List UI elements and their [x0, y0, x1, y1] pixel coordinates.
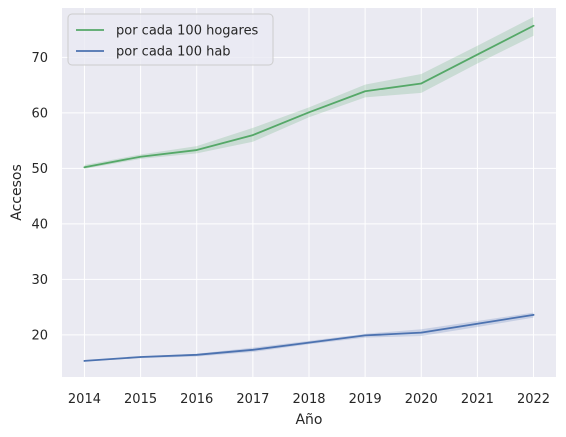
series-2-point [195, 354, 198, 356]
series-1-point [252, 134, 254, 136]
x-tick-label: 2018 [292, 392, 325, 407]
series-1-point [364, 90, 366, 93]
x-tick-label: 2019 [349, 392, 382, 407]
legend-label-2: por cada 100 hab [116, 45, 231, 60]
x-tick-label: 2015 [124, 392, 157, 407]
y-tick-label: 50 [31, 162, 48, 177]
y-tick-label: 30 [31, 273, 48, 288]
series-1-point [195, 149, 198, 151]
y-axis-title: Accesos [9, 164, 25, 221]
series-lines [83, 24, 535, 362]
x-tick-label: 2016 [180, 392, 213, 407]
legend-label-1: por cada 100 hogares [116, 24, 259, 39]
series-2-point [364, 334, 366, 337]
y-tick-label: 70 [31, 51, 48, 66]
series-1-point [308, 111, 310, 114]
series-2-point [532, 314, 535, 316]
legend-box [67, 13, 274, 66]
series-1-point [139, 155, 142, 158]
y-tick-label: 40 [31, 217, 48, 232]
x-tick-label: 2020 [405, 392, 438, 407]
series-2-point [83, 360, 86, 362]
series-1-point [83, 166, 86, 169]
series-2-point [308, 341, 310, 344]
x-tick-label: 2014 [68, 392, 101, 407]
x-tick-label: 2021 [461, 392, 494, 407]
series-1-point [420, 82, 423, 85]
y-axis-ticks: 20 30 40 50 60 70 [31, 51, 48, 343]
x-axis-ticks: 2014 2015 2016 2017 2018 2019 2020 2021 2022 [68, 392, 550, 407]
series-2-point [476, 322, 479, 325]
y-tick-label: 20 [31, 328, 48, 343]
x-tick-label: 2022 [517, 392, 550, 407]
y-tick-label: 60 [31, 106, 48, 121]
x-tick-label: 2017 [236, 392, 269, 407]
x-axis-title: Año [295, 412, 322, 428]
series-2-point [139, 356, 142, 358]
series-1-point [476, 53, 479, 56]
series-2-point [252, 349, 254, 351]
legend: por cada 100 hogares por cada 100 hab [67, 13, 274, 66]
series-2-point [420, 331, 423, 334]
series-1-point [532, 24, 535, 27]
